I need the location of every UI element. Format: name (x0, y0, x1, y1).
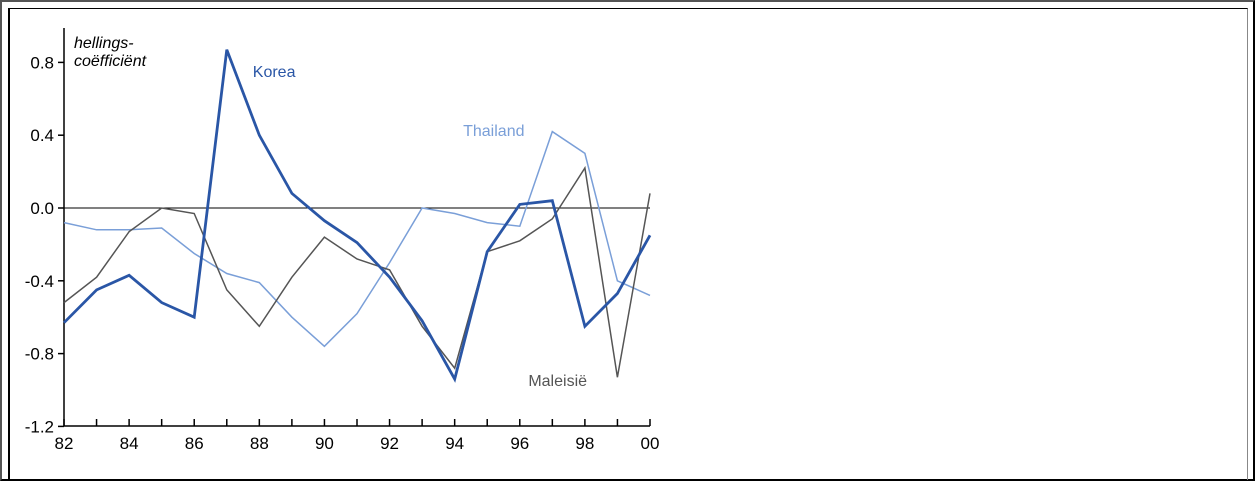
x-tick-label: 84 (120, 434, 139, 453)
x-tick-label: 82 (55, 434, 74, 453)
series-line-0 (63, 49, 652, 383)
x-tick-label: 00 (641, 434, 660, 453)
y-axis-label: hellings- (74, 35, 134, 52)
y-axis-label: coëfficiënt (74, 53, 147, 70)
series-line-1 (63, 130, 651, 348)
x-tick-label: 98 (575, 434, 594, 453)
x-tick-label: 86 (185, 434, 204, 453)
y-tick-label: 0.0 (30, 199, 54, 218)
y-tick-label: 0.8 (30, 53, 54, 72)
series-line-2 (63, 165, 651, 378)
x-tick-label: 96 (510, 434, 529, 453)
x-tick-label: 88 (250, 434, 269, 453)
series-label-1: Thailand (463, 123, 524, 140)
chart-series (63, 49, 652, 383)
x-tick-label: 90 (315, 434, 334, 453)
series-label-0: Korea (253, 64, 296, 81)
y-tick-label: -1.2 (25, 417, 54, 436)
y-tick-label: -0.8 (25, 345, 54, 364)
series-label-2: Maleisië (528, 373, 587, 390)
y-tick-label: -0.4 (25, 272, 54, 291)
chart-panel (8, 8, 1248, 480)
chart-labels: hellings-coëfficiënt Korea Thailand Maleisi… (74, 35, 587, 390)
y-tick-label: 0.4 (30, 126, 54, 145)
x-tick-label: 92 (380, 434, 399, 453)
x-tick-label: 94 (445, 434, 464, 453)
